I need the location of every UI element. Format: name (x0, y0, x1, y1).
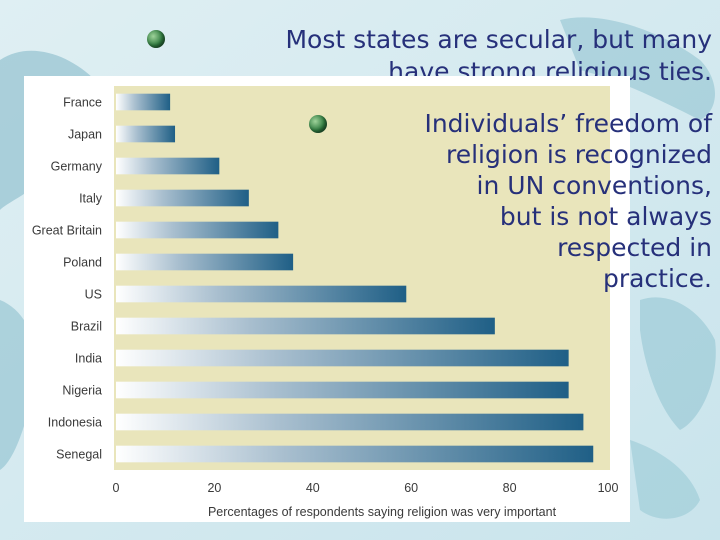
category-label: Nigeria (62, 384, 102, 398)
category-label: US (85, 288, 102, 302)
bar-japan (116, 125, 176, 143)
x-tick-label: 100 (598, 481, 619, 495)
bar-india (116, 349, 569, 367)
x-tick-label: 80 (503, 481, 517, 495)
bar-germany (116, 157, 220, 175)
x-tick-label: 40 (306, 481, 320, 495)
green-bullet-icon (147, 30, 165, 48)
bar-great-britain (116, 221, 279, 239)
plot-area (114, 86, 610, 470)
category-label: Germany (51, 160, 103, 174)
bar-indonesia (116, 413, 584, 431)
bar-us (116, 285, 407, 303)
bar-france (116, 93, 171, 111)
bar-poland (116, 253, 294, 271)
bar-italy (116, 189, 249, 207)
category-label: Japan (68, 128, 102, 142)
bar-senegal (116, 445, 594, 463)
category-label: India (75, 352, 102, 366)
category-label: Italy (79, 192, 103, 206)
body-text: Individuals’ freedom of religion is reco… (290, 108, 712, 294)
body-line: respected in (557, 233, 712, 262)
category-label: Great Britain (32, 224, 102, 238)
category-label: Senegal (56, 448, 102, 462)
category-label: Brazil (71, 320, 102, 334)
bar-brazil (116, 317, 495, 335)
title-line: Most states are secular, but many (285, 25, 712, 54)
chart-panel: France Japan Germany Italy Great Britain Pola… (24, 76, 630, 522)
body-line: practice. (602, 264, 712, 293)
green-bullet-icon (309, 115, 327, 133)
x-tick-label: 0 (113, 481, 120, 495)
body-line: but is not always (499, 202, 712, 231)
category-label: Indonesia (48, 416, 102, 430)
body-line: Individuals’ freedom of (424, 109, 712, 138)
x-tick-label: 20 (207, 481, 221, 495)
body-line: religion is recognized (445, 140, 712, 169)
bar-nigeria (116, 381, 569, 399)
x-tick-label: 60 (404, 481, 418, 495)
horizontal-bar-chart: France Japan Germany Italy Great Britain Pola… (32, 86, 619, 519)
x-axis-label: Percentages of respondents saying religi… (208, 505, 557, 519)
category-label: France (63, 96, 102, 110)
category-label: Poland (63, 256, 102, 270)
body-line: in UN conventions, (476, 171, 712, 200)
